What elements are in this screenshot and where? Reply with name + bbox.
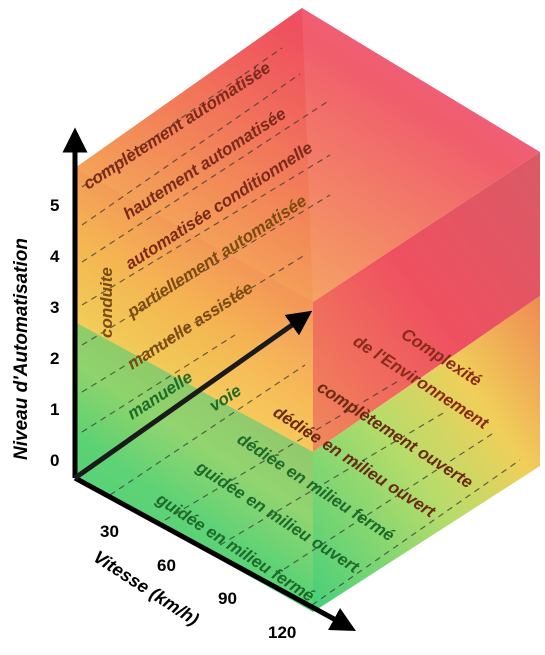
y-axis-title: Niveau d'Automatisation [11,238,32,460]
driving-label: conduite [97,267,116,338]
speed-line [311,459,521,606]
y-tick-3: 3 [50,298,59,317]
y-tick-2: 2 [50,349,59,368]
y-tick-1: 1 [50,400,59,419]
x-tick-90: 90 [218,589,237,608]
speed-line [164,379,401,521]
x-tick-60: 60 [157,556,176,575]
level-line [81,73,301,226]
y-tick-0: 0 [50,451,59,470]
cube-right-face-upper [313,152,540,452]
x-tick-120: 120 [268,623,296,642]
level-line [81,194,331,346]
cube-yellow-mid-band [75,168,313,452]
level-line [81,99,331,263]
level-line [81,154,331,306]
x-axis-title: Vitesse (km/h) [90,547,203,630]
diagonal-arrow [73,310,313,481]
level-line [81,47,283,188]
level-line [81,334,236,433]
cube-top-face [75,8,540,302]
y-tick-5: 5 [50,196,59,215]
x-tick-30: 30 [100,522,119,541]
cube-green-lower-band [75,322,313,612]
cube-right-face-lower [313,296,540,612]
y-tick-4: 4 [50,247,60,266]
x-axis-arrow [73,475,356,631]
